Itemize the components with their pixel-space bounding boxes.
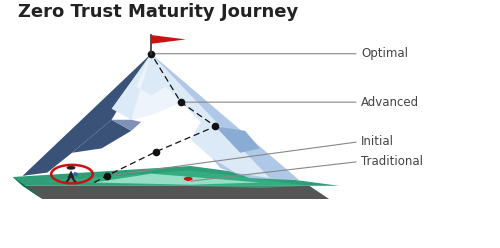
Polygon shape (112, 54, 270, 178)
Text: Initial: Initial (361, 135, 394, 148)
Circle shape (184, 177, 192, 181)
Text: Zero Trust Maturity Journey: Zero Trust Maturity Journey (18, 3, 298, 21)
Text: Optimal: Optimal (361, 47, 408, 60)
Text: Traditional: Traditional (361, 155, 423, 168)
Polygon shape (151, 54, 300, 180)
Polygon shape (132, 54, 181, 120)
Polygon shape (42, 170, 310, 188)
Polygon shape (12, 166, 339, 186)
Polygon shape (94, 174, 260, 185)
Polygon shape (151, 35, 186, 44)
Polygon shape (216, 126, 260, 153)
Polygon shape (22, 54, 151, 176)
Polygon shape (74, 172, 78, 176)
Polygon shape (12, 177, 42, 199)
Polygon shape (72, 120, 132, 153)
Polygon shape (68, 170, 74, 178)
Polygon shape (22, 186, 329, 199)
Polygon shape (112, 120, 141, 131)
Circle shape (66, 166, 76, 170)
Polygon shape (184, 179, 192, 181)
Text: Advanced: Advanced (361, 96, 420, 109)
